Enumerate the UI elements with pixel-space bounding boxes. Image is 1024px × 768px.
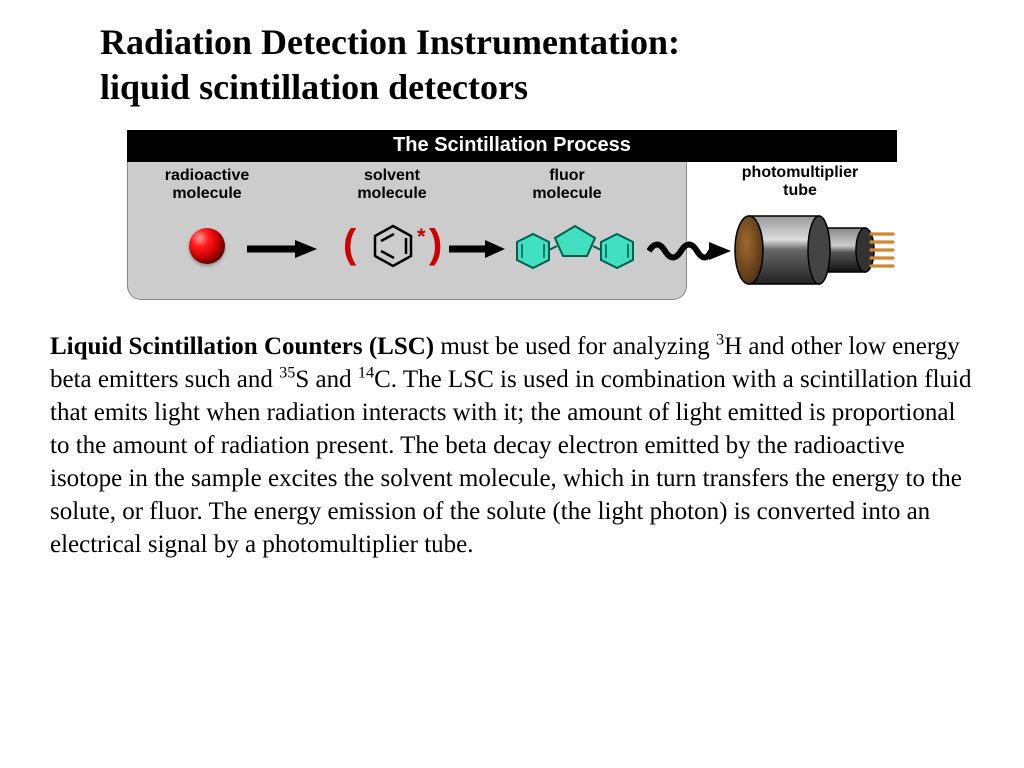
title-line-2: liquid scintillation detectors [100, 67, 528, 107]
radioactive-sphere-icon [189, 228, 225, 264]
diagram-body: radioactive molecule solvent molecule fl… [127, 162, 897, 302]
fluor-molecule-icon [505, 222, 645, 281]
label-solvent-molecule: solvent molecule [332, 167, 452, 202]
scintillation-diagram: The Scintillation Process radioactive mo… [127, 130, 897, 302]
body-lead-bold: Liquid Scintillation Counters (LSC) [50, 333, 434, 360]
label-fluor-molecule: fluor molecule [507, 167, 627, 202]
label-radioactive-molecule: radioactive molecule [147, 167, 267, 202]
page-title: Radiation Detection Instrumentation: liq… [100, 20, 964, 110]
solvent-molecule-icon: ( * ) [349, 222, 459, 272]
label-photomultiplier-tube: photomultiplier tube [725, 164, 875, 199]
title-line-1: Radiation Detection Instrumentation: [100, 22, 680, 62]
arrow-icon [247, 240, 317, 258]
wavy-arrow-icon [647, 240, 731, 267]
diagram-header: The Scintillation Process [127, 130, 897, 162]
body-paragraph: Liquid Scintillation Counters (LSC) must… [50, 330, 974, 561]
photomultiplier-tube-icon [731, 210, 896, 295]
arrow-icon [449, 240, 505, 258]
